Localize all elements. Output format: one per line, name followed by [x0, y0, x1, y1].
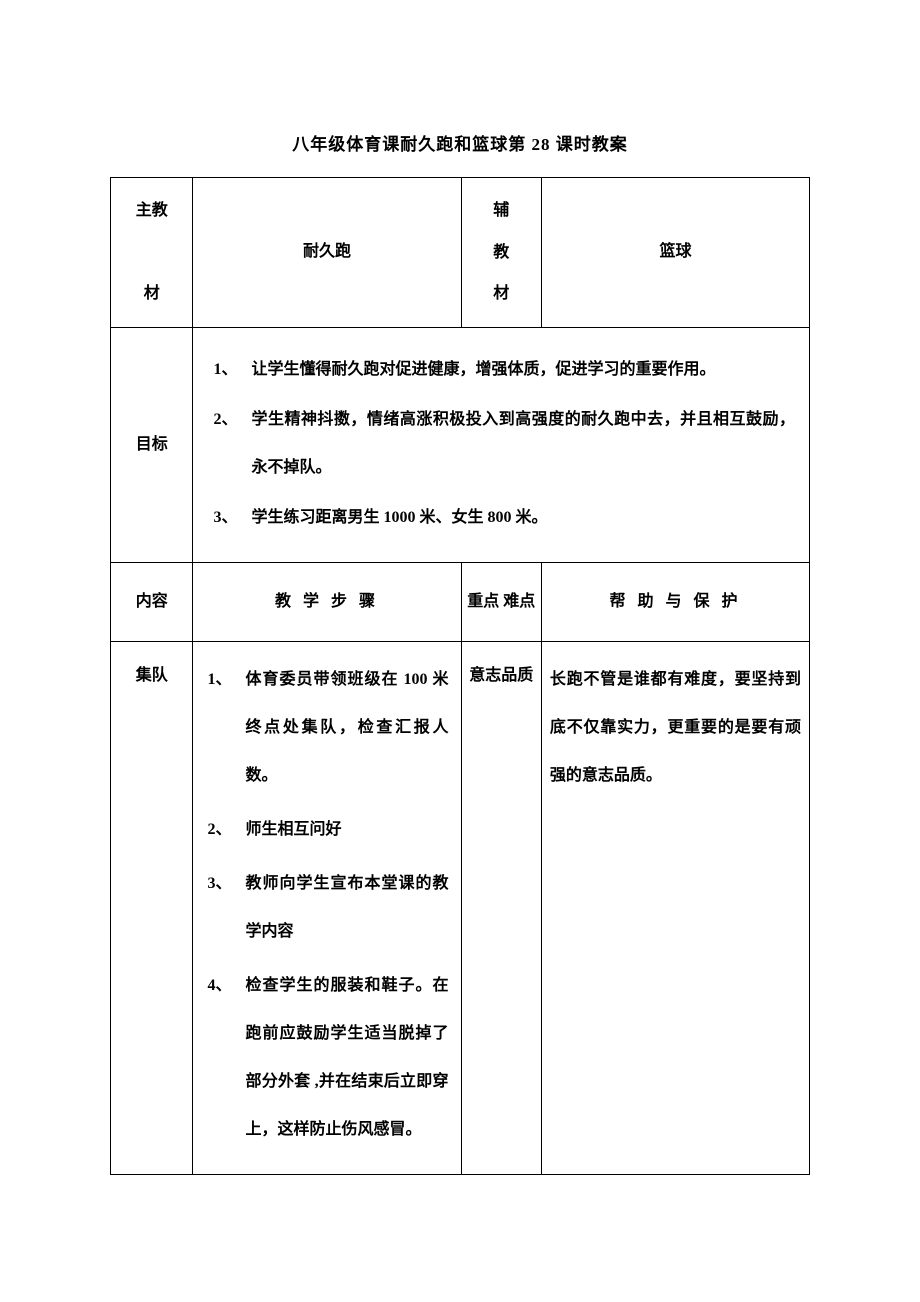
- goal-item: 1、 让学生懂得耐久跑对促进健康，增强体质，促进学习的重要作用。: [207, 346, 795, 394]
- sub-material-label: 辅教材: [461, 178, 541, 328]
- section-label: 集队: [111, 642, 193, 1175]
- step-item: 3、 教师向学生宣布本堂课的教学内容: [201, 860, 452, 956]
- header-content: 内容: [111, 562, 193, 641]
- header-help: 帮 助 与 保 护: [541, 562, 809, 641]
- sub-material-content: 篮球: [541, 178, 809, 328]
- step-item: 1、 体育委员带领班级在 100 米终点处集队，检查汇报人数。: [201, 656, 452, 800]
- goal-item: 3、 学生练习距离男生 1000 米、女生 800 米。: [207, 494, 795, 542]
- document-title: 八年级体育课耐久跑和篮球第 28 课时教案: [110, 130, 810, 155]
- main-material-content: 耐久跑: [193, 178, 461, 328]
- step-item: 2、 师生相互问好: [201, 806, 452, 854]
- table-row-headers: 内容 教 学 步 骤 重点 难点 帮 助 与 保 护: [111, 562, 810, 641]
- header-steps: 教 学 步 骤: [193, 562, 461, 641]
- teaching-steps: 1、 体育委员带领班级在 100 米终点处集队，检查汇报人数。 2、 师生相互问…: [193, 642, 461, 1175]
- header-keypoint: 重点 难点: [461, 562, 541, 641]
- table-row-goals: 目标 1、 让学生懂得耐久跑对促进健康，增强体质，促进学习的重要作用。 2、 学…: [111, 327, 810, 562]
- step-item: 4、 检查学生的服装和鞋子。在跑前应鼓励学生适当脱掉了部分外套 ,并在结束后立即…: [201, 962, 452, 1154]
- goal-item: 2、 学生精神抖擞，情绪高涨积极投入到高强度的耐久跑中去，并且相互鼓励，永不掉队…: [207, 396, 795, 492]
- help-content: 长跑不管是谁都有难度，要坚持到底不仅靠实力，更重要的是要有顽强的意志品质。: [541, 642, 809, 1175]
- table-row-materials: 主教材 耐久跑 辅教材 篮球: [111, 178, 810, 328]
- goals-label: 目标: [111, 327, 193, 562]
- main-material-label: 主教材: [111, 178, 193, 328]
- keypoint-content: 意志品质: [461, 642, 541, 1175]
- goals-content: 1、 让学生懂得耐久跑对促进健康，增强体质，促进学习的重要作用。 2、 学生精神…: [193, 327, 810, 562]
- table-row-assembly: 集队 1、 体育委员带领班级在 100 米终点处集队，检查汇报人数。 2、 师生…: [111, 642, 810, 1175]
- lesson-plan-table: 主教材 耐久跑 辅教材 篮球 目标 1、 让学生懂得耐久跑对促进健康，增强体质，…: [110, 177, 810, 1175]
